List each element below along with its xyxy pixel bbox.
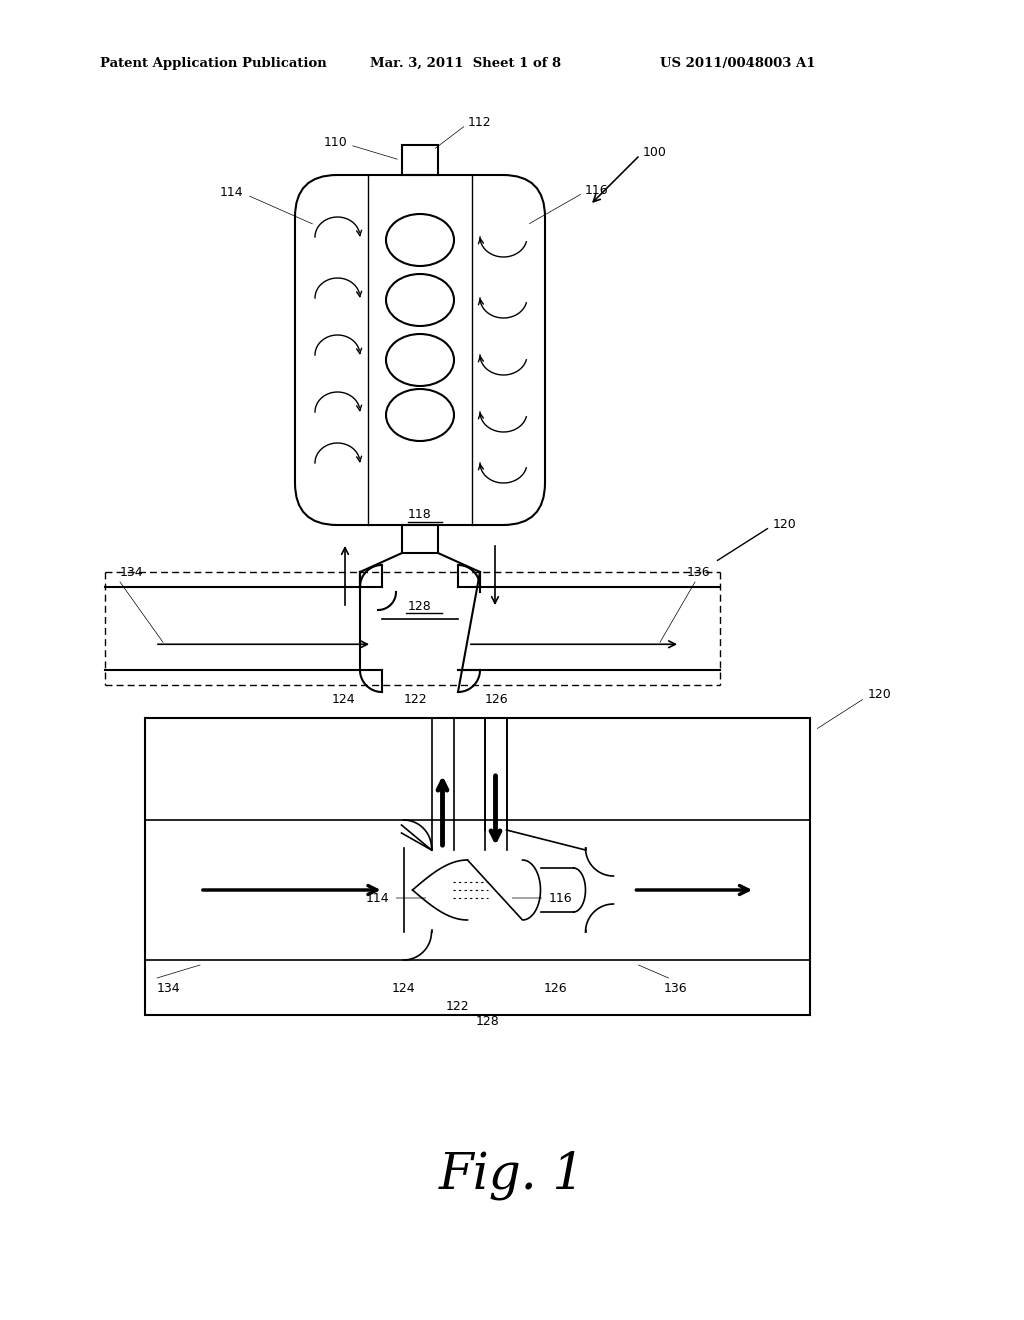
Text: Mar. 3, 2011  Sheet 1 of 8: Mar. 3, 2011 Sheet 1 of 8 bbox=[370, 57, 561, 70]
Text: Patent Application Publication: Patent Application Publication bbox=[100, 57, 327, 70]
Text: 120: 120 bbox=[773, 517, 797, 531]
Text: 100: 100 bbox=[643, 145, 667, 158]
Text: 114: 114 bbox=[366, 891, 389, 904]
Text: 126: 126 bbox=[485, 693, 509, 706]
Text: 118: 118 bbox=[409, 508, 432, 521]
Text: 114: 114 bbox=[219, 186, 243, 199]
Text: 120: 120 bbox=[868, 689, 892, 701]
Text: 134: 134 bbox=[120, 566, 143, 579]
Bar bbox=[145, 718, 810, 1015]
Text: 124: 124 bbox=[392, 982, 416, 995]
Text: 128: 128 bbox=[409, 601, 432, 612]
Text: Fig. 1: Fig. 1 bbox=[439, 1150, 585, 1200]
Text: 126: 126 bbox=[544, 982, 567, 995]
Text: 134: 134 bbox=[157, 982, 180, 995]
Text: 112: 112 bbox=[468, 116, 492, 128]
Text: 124: 124 bbox=[332, 693, 355, 706]
Text: 116: 116 bbox=[549, 891, 572, 904]
Bar bbox=[402, 525, 438, 553]
Text: 122: 122 bbox=[445, 1001, 469, 1012]
Text: 110: 110 bbox=[324, 136, 347, 149]
Text: 136: 136 bbox=[664, 982, 687, 995]
Text: 116: 116 bbox=[585, 185, 608, 198]
Bar bbox=[402, 145, 438, 176]
Text: 122: 122 bbox=[403, 693, 427, 706]
Text: 128: 128 bbox=[475, 1015, 500, 1028]
Text: 136: 136 bbox=[686, 566, 710, 579]
Text: US 2011/0048003 A1: US 2011/0048003 A1 bbox=[660, 57, 815, 70]
